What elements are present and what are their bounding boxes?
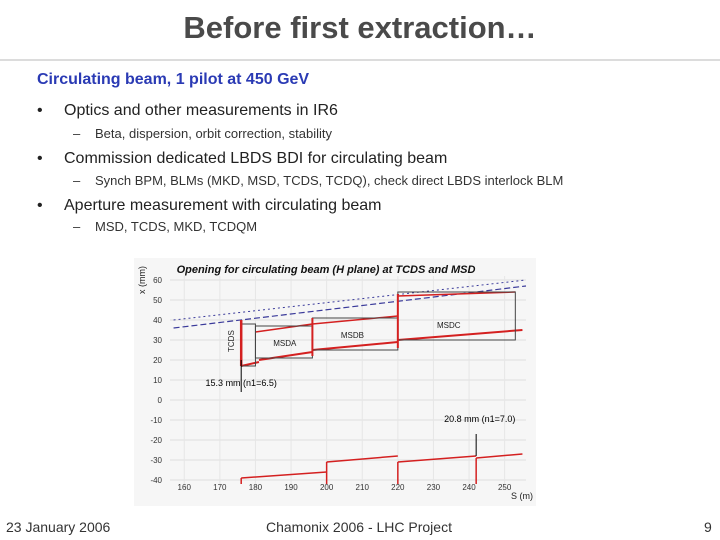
bullet-1-text: Optics and other measurements in IR6 bbox=[64, 102, 338, 119]
annotation-label: 15.3 mm (n1=6.5) bbox=[206, 378, 277, 388]
chart-title: Opening for circulating beam (H plane) a… bbox=[177, 264, 476, 276]
sub-bullet-2-text: Synch BPM, BLMs (MKD, MSD, TCDS, TCDQ), … bbox=[95, 173, 563, 188]
aperture-chart: 60 50 40 30 20 10 0 -10 -20 -30 -40 160 170 180 190 200… bbox=[134, 258, 536, 506]
sub-bullet-1-text: Beta, dispersion, orbit correction, stab… bbox=[95, 126, 332, 141]
sub-bullet-marker: – bbox=[73, 173, 80, 188]
x-tick-label: 190 bbox=[284, 483, 298, 492]
bullet-3-text: Aperture measurement with circulating be… bbox=[64, 197, 381, 214]
x-tick-label: 210 bbox=[356, 483, 370, 492]
y-tick-label: -20 bbox=[150, 436, 162, 445]
bullet-1: • Optics and other measurements in IR6 bbox=[64, 102, 338, 120]
footer-page-number: 9 bbox=[704, 519, 712, 535]
x-axis-label: S (m) bbox=[511, 491, 533, 501]
slide-title: Before first extraction… bbox=[0, 10, 720, 46]
y-tick-label: -40 bbox=[150, 476, 162, 485]
x-tick-label: 160 bbox=[178, 483, 192, 492]
x-tick-label: 240 bbox=[462, 483, 476, 492]
x-tick-label: 170 bbox=[213, 483, 227, 492]
sub-bullet-marker: – bbox=[73, 219, 80, 234]
y-tick-label: -10 bbox=[150, 416, 162, 425]
bullet-3: • Aperture measurement with circulating … bbox=[64, 197, 381, 215]
annotation-label: 20.8 mm (n1=7.0) bbox=[444, 414, 515, 424]
x-tick-label: 200 bbox=[320, 483, 334, 492]
bullet-2: • Commission dedicated LBDS BDI for circ… bbox=[64, 150, 447, 168]
y-tick-label: 10 bbox=[153, 376, 162, 385]
footer-date: 23 January 2006 bbox=[6, 519, 110, 535]
sub-bullet-3-text: MSD, TCDS, MKD, TCDQM bbox=[95, 219, 257, 234]
element-label: TCDS bbox=[227, 330, 236, 352]
y-tick-label: 0 bbox=[158, 396, 163, 405]
sub-bullet-1: – Beta, dispersion, orbit correction, st… bbox=[95, 126, 332, 141]
bullet-marker: • bbox=[37, 150, 43, 168]
x-tick-label: 230 bbox=[427, 483, 441, 492]
element-label: MSDC bbox=[437, 321, 461, 330]
y-tick-label: 20 bbox=[153, 356, 162, 365]
bullet-2-text: Commission dedicated LBDS BDI for circul… bbox=[64, 150, 447, 167]
footer-center: Chamonix 2006 - LHC Project bbox=[266, 519, 452, 535]
y-axis-label: x (mm) bbox=[137, 266, 147, 294]
element-label: MSDA bbox=[273, 339, 297, 348]
element-label: MSDB bbox=[341, 331, 364, 340]
y-tick-label: 40 bbox=[153, 316, 162, 325]
slide-subtitle: Circulating beam, 1 pilot at 450 GeV bbox=[37, 71, 309, 89]
y-tick-label: 30 bbox=[153, 336, 162, 345]
x-tick-label: 180 bbox=[249, 483, 263, 492]
title-divider bbox=[0, 59, 720, 61]
x-tick-label: 220 bbox=[391, 483, 405, 492]
y-tick-label: -30 bbox=[150, 456, 162, 465]
y-tick-label: 50 bbox=[153, 296, 162, 305]
sub-bullet-3: – MSD, TCDS, MKD, TCDQM bbox=[95, 219, 257, 234]
x-tick-label: 250 bbox=[498, 483, 512, 492]
bullet-marker: • bbox=[37, 197, 43, 215]
y-tick-label: 60 bbox=[153, 276, 162, 285]
sub-bullet-2: – Synch BPM, BLMs (MKD, MSD, TCDS, TCDQ)… bbox=[95, 173, 563, 188]
bullet-marker: • bbox=[37, 102, 43, 120]
sub-bullet-marker: – bbox=[73, 126, 80, 141]
